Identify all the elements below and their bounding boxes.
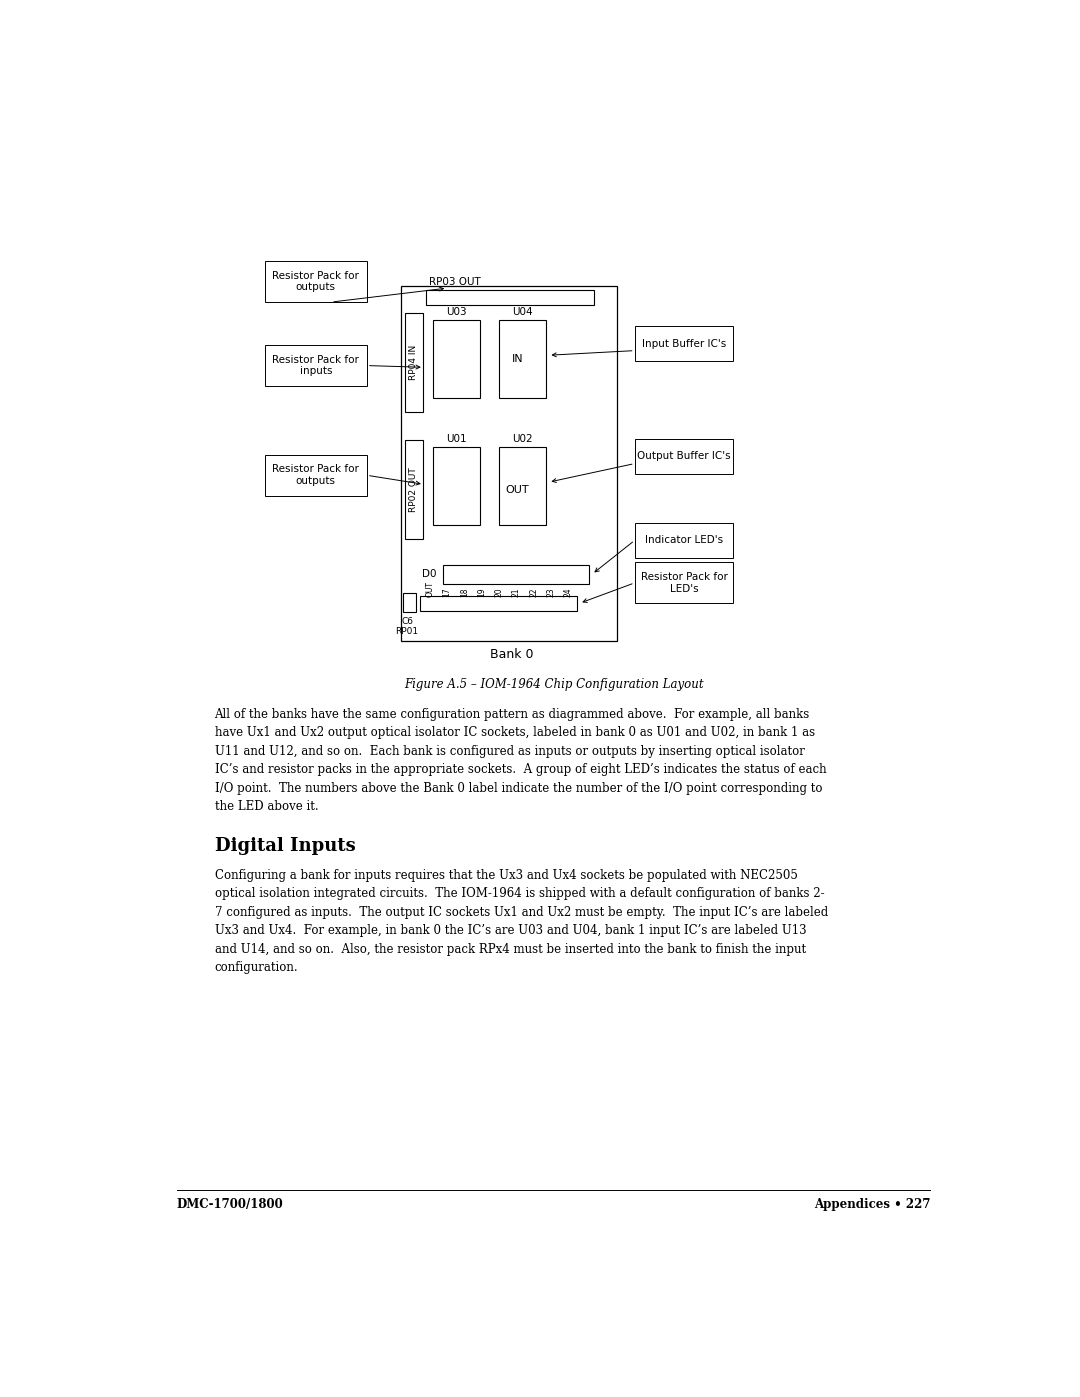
Text: RP01: RP01 bbox=[395, 627, 419, 636]
Text: 22: 22 bbox=[529, 587, 538, 597]
Text: 23: 23 bbox=[546, 587, 555, 597]
Text: Indicator LED's: Indicator LED's bbox=[645, 535, 724, 545]
Bar bbox=[635, 563, 733, 604]
Text: 21: 21 bbox=[512, 587, 521, 597]
Text: 20: 20 bbox=[495, 587, 503, 597]
Text: Configuring a bank for inputs requires that the Ux3 and Ux4 sockets be populated: Configuring a bank for inputs requires t… bbox=[215, 869, 827, 975]
Bar bbox=[635, 326, 733, 362]
Text: Appendices • 227: Appendices • 227 bbox=[813, 1199, 930, 1211]
Bar bbox=[420, 595, 577, 610]
Text: U01: U01 bbox=[446, 434, 467, 444]
Text: U03: U03 bbox=[446, 307, 467, 317]
Bar bbox=[433, 447, 480, 525]
Text: Resistor Pack for
outputs: Resistor Pack for outputs bbox=[272, 271, 360, 292]
Bar bbox=[499, 320, 546, 398]
Text: 19: 19 bbox=[477, 587, 486, 597]
Text: Resistor Pack for
inputs: Resistor Pack for inputs bbox=[272, 355, 360, 376]
Text: Bank 0: Bank 0 bbox=[490, 648, 534, 661]
Text: Digital Inputs: Digital Inputs bbox=[215, 837, 355, 855]
Bar bbox=[403, 592, 416, 612]
Text: DMC-1700/1800: DMC-1700/1800 bbox=[177, 1199, 284, 1211]
Bar bbox=[443, 564, 590, 584]
Text: D0: D0 bbox=[422, 569, 436, 580]
Text: C6: C6 bbox=[401, 617, 413, 626]
Text: IN: IN bbox=[512, 353, 524, 365]
Bar bbox=[265, 261, 367, 302]
Text: Resistor Pack for
outputs: Resistor Pack for outputs bbox=[272, 464, 360, 486]
Text: 18: 18 bbox=[460, 587, 469, 597]
Bar bbox=[265, 345, 367, 386]
Bar bbox=[405, 440, 423, 539]
Bar bbox=[499, 447, 546, 525]
Text: RP04 IN: RP04 IN bbox=[409, 345, 418, 380]
Text: U04: U04 bbox=[512, 307, 532, 317]
Text: Figure A.5 – IOM-1964 Chip Configuration Layout: Figure A.5 – IOM-1964 Chip Configuration… bbox=[404, 678, 703, 690]
Bar bbox=[405, 313, 423, 412]
Bar bbox=[433, 320, 480, 398]
Bar bbox=[401, 286, 617, 641]
Bar bbox=[427, 291, 594, 306]
Text: 17: 17 bbox=[443, 587, 451, 597]
Text: 24: 24 bbox=[564, 587, 572, 597]
Text: RP03 OUT: RP03 OUT bbox=[429, 277, 481, 286]
Bar bbox=[635, 439, 733, 474]
Text: OUT: OUT bbox=[505, 485, 529, 496]
Bar bbox=[635, 522, 733, 559]
Bar bbox=[265, 455, 367, 496]
Text: All of the banks have the same configuration pattern as diagrammed above.  For e: All of the banks have the same configura… bbox=[215, 708, 826, 813]
Text: Output Buffer IC's: Output Buffer IC's bbox=[637, 451, 731, 461]
Text: OUT: OUT bbox=[426, 581, 434, 597]
Text: Input Buffer IC's: Input Buffer IC's bbox=[642, 338, 726, 348]
Text: Resistor Pack for
LED's: Resistor Pack for LED's bbox=[640, 571, 728, 594]
Text: RP02 OUT: RP02 OUT bbox=[409, 467, 418, 511]
Text: U02: U02 bbox=[512, 434, 532, 444]
